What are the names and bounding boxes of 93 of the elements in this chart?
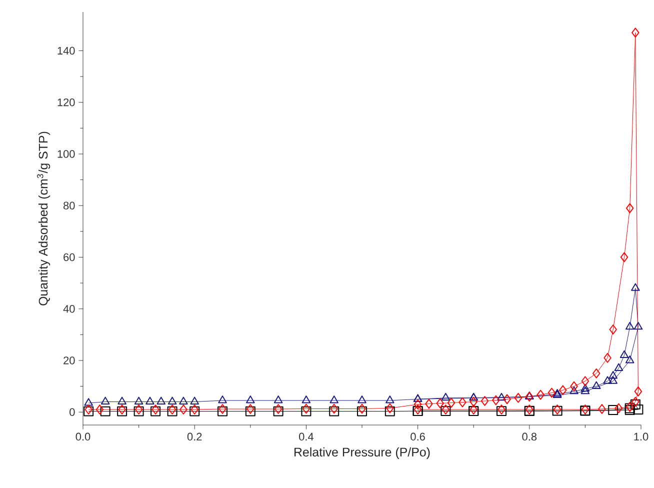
point <box>630 399 640 410</box>
x-tick-label: 0.4 <box>299 432 314 441</box>
point <box>447 398 456 408</box>
point <box>146 396 154 405</box>
point <box>330 395 338 404</box>
point <box>386 403 394 414</box>
point <box>414 399 422 410</box>
point <box>134 396 144 405</box>
point <box>168 396 177 405</box>
point <box>274 404 282 414</box>
point <box>497 392 506 401</box>
x-tick-label: 1.0 <box>634 432 648 441</box>
point <box>634 322 643 330</box>
point <box>330 404 338 414</box>
point <box>620 252 628 262</box>
y-tick-label: 0 <box>70 408 75 416</box>
point <box>301 406 312 416</box>
point <box>559 385 567 396</box>
y-tick-label: 60 <box>64 253 75 262</box>
y-tick-label: 80 <box>64 202 75 210</box>
point <box>245 406 256 416</box>
point <box>358 395 366 404</box>
point <box>603 376 612 384</box>
x-tick-label: 0.8 <box>522 432 537 441</box>
point <box>190 396 199 405</box>
point <box>246 395 255 404</box>
point <box>634 386 642 396</box>
point <box>570 386 578 394</box>
point <box>581 376 590 386</box>
point <box>425 398 433 409</box>
point <box>626 203 634 214</box>
point <box>100 406 110 416</box>
point <box>608 370 618 379</box>
point <box>503 394 511 404</box>
point <box>631 283 640 291</box>
point <box>470 396 478 407</box>
point <box>218 404 226 414</box>
point <box>608 376 618 384</box>
point <box>592 368 600 378</box>
point <box>96 404 104 414</box>
point <box>100 396 110 405</box>
point <box>118 396 126 405</box>
point <box>492 395 500 406</box>
point <box>156 396 166 405</box>
y-tick-label: 100 <box>58 150 75 158</box>
y-tick-label: 20 <box>64 356 75 364</box>
point <box>580 384 590 392</box>
point <box>274 395 283 404</box>
point <box>548 388 556 398</box>
x-tick-label: 0.0 <box>76 432 90 441</box>
point <box>632 396 640 407</box>
point <box>526 392 534 402</box>
point <box>218 395 227 404</box>
point <box>620 350 629 358</box>
point <box>357 406 367 416</box>
point <box>632 28 640 38</box>
point <box>273 406 284 416</box>
point <box>625 355 634 364</box>
y-tick-label: 120 <box>58 98 75 106</box>
x-axis-title: Relative Pressure (P/Po) <box>294 447 430 459</box>
x-tick-label: 0.2 <box>187 432 202 441</box>
point <box>580 386 590 394</box>
point <box>514 392 522 403</box>
point <box>536 390 544 400</box>
point <box>592 381 601 390</box>
y-tick-label: 40 <box>63 304 75 313</box>
point <box>570 381 578 392</box>
point <box>329 406 340 416</box>
point <box>384 406 395 416</box>
point <box>633 404 644 414</box>
point <box>302 404 310 414</box>
point <box>604 352 612 363</box>
y-axis-title: Quantity Adsorbed (cm$^{3}$/g STP) <box>37 132 50 306</box>
point <box>625 322 634 330</box>
point <box>608 405 618 416</box>
point <box>180 404 188 414</box>
x-tick-label: 0.6 <box>410 432 425 441</box>
point <box>609 324 617 334</box>
y-tick-label: 140 <box>58 46 75 55</box>
point <box>302 395 311 404</box>
point <box>614 403 623 414</box>
point <box>436 398 444 408</box>
point <box>441 392 450 401</box>
point <box>84 398 93 406</box>
point <box>458 397 466 408</box>
point <box>386 395 394 404</box>
point <box>246 404 254 414</box>
point <box>218 406 228 416</box>
point <box>614 363 624 371</box>
point <box>480 396 489 406</box>
point <box>598 404 606 414</box>
point <box>358 404 366 414</box>
point <box>179 396 188 405</box>
